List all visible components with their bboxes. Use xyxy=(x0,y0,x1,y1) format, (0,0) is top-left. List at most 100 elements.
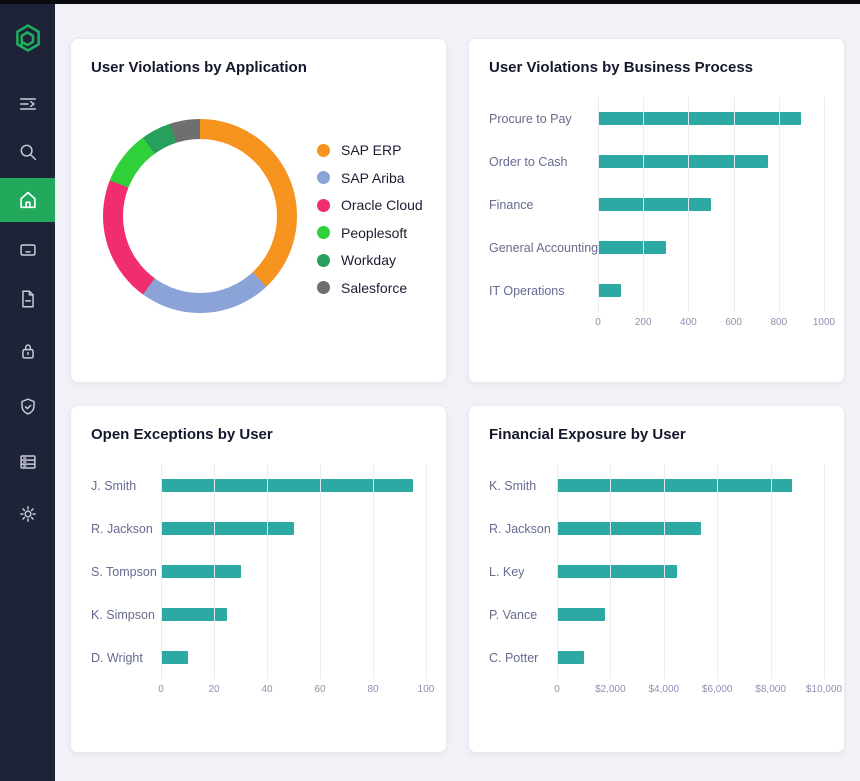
sidebar-item-devices[interactable] xyxy=(0,234,55,266)
bar-chart-open-exceptions: J. Smith R. Jackson S. Tompson K. Simpson D.… xyxy=(91,464,434,700)
bar[interactable] xyxy=(598,112,802,125)
axis-tick-label: 600 xyxy=(725,317,742,328)
bar[interactable] xyxy=(598,198,711,211)
axis-tick-label: 60 xyxy=(314,684,326,695)
legend-swatch xyxy=(317,143,330,157)
lock-icon xyxy=(21,344,34,359)
sidebar xyxy=(0,0,55,781)
legend-swatch xyxy=(317,198,330,212)
bar[interactable] xyxy=(557,565,678,578)
card-title: User Violations by Business Process xyxy=(489,59,754,76)
home-icon xyxy=(19,191,36,209)
category-labels: J. Smith R. Jackson S. Tompson K. Simpson D.… xyxy=(91,464,161,700)
axis-tick-label: 0 xyxy=(595,317,601,328)
legend-swatch xyxy=(317,253,330,267)
bar-chart-financial-exposure: K. Smith R. Jackson L. Key P. Vance C. Potte… xyxy=(489,464,842,700)
window-top-edge xyxy=(0,0,860,4)
donut-legend: SAP ERP SAP Ariba Oracle Cloud Peoplesoft Wo… xyxy=(317,142,423,307)
menu-icon xyxy=(19,98,36,110)
category-label: K. Smith xyxy=(489,478,537,493)
axis-tick-label: 200 xyxy=(634,317,652,328)
axis-tick-label: 80 xyxy=(367,684,379,695)
bar[interactable] xyxy=(161,522,294,535)
axis-tick-label: $2,000 xyxy=(595,684,626,695)
card-title: Financial Exposure by User xyxy=(489,426,686,443)
axis-tick-label: 100 xyxy=(417,684,435,695)
legend-swatch xyxy=(317,281,330,294)
category-label: Procure to Pay xyxy=(489,111,572,126)
shield-check-icon xyxy=(20,398,35,415)
bar[interactable] xyxy=(557,651,584,664)
pathlock-logo[interactable] xyxy=(0,14,55,62)
bar-chart-business-process: Procure to Pay Order to Cash Finance Genera… xyxy=(489,97,835,333)
category-label: Order to Cash xyxy=(489,154,568,169)
sidebar-item-lock[interactable] xyxy=(0,335,55,367)
axis-tick-label: 400 xyxy=(680,317,697,328)
bar[interactable] xyxy=(557,608,606,621)
plot-column: 0 200 400 600 800 1000 xyxy=(595,97,835,333)
gridline xyxy=(717,464,719,679)
legend-swatch xyxy=(317,226,330,239)
bar[interactable] xyxy=(598,284,621,297)
axis-tick-label: 800 xyxy=(770,317,788,328)
category-label: J. Smith xyxy=(91,478,137,493)
sidebar-item-document[interactable] xyxy=(0,283,55,315)
legend-label: Salesforce xyxy=(341,279,408,296)
bar[interactable] xyxy=(161,479,413,492)
settings-icon xyxy=(19,506,36,522)
legend-item[interactable]: Salesforce xyxy=(317,280,423,296)
category-label: Finance xyxy=(489,197,534,212)
gridline xyxy=(373,464,374,679)
category-label: P. Vance xyxy=(489,607,538,622)
axis-tick-label: $8,000 xyxy=(755,684,786,695)
legend-item[interactable]: SAP ERP xyxy=(317,142,423,158)
legend-item[interactable]: SAP Ariba xyxy=(317,170,423,186)
sidebar-item-settings[interactable] xyxy=(0,498,55,530)
sidebar-item-shield[interactable] xyxy=(0,391,55,423)
plot-area xyxy=(557,464,825,679)
sidebar-item-home[interactable] xyxy=(0,178,55,222)
gridline xyxy=(214,464,215,679)
sidebar-item-search[interactable] xyxy=(0,136,55,168)
x-axis: 0 200 400 600 800 1000 xyxy=(595,317,835,333)
legend-item[interactable]: Oracle Cloud xyxy=(317,197,423,213)
hexagon-logo-icon xyxy=(15,24,40,52)
bar[interactable] xyxy=(557,479,792,492)
legend-item[interactable]: Peoplesoft xyxy=(317,225,423,241)
bar[interactable] xyxy=(557,522,702,535)
gridline xyxy=(778,97,780,312)
gridline xyxy=(267,464,268,679)
legend-label: Oracle Cloud xyxy=(341,197,423,213)
category-label: K. Simpson xyxy=(91,607,155,622)
sidebar-item-server[interactable] xyxy=(0,446,55,478)
bar[interactable] xyxy=(161,608,228,621)
category-label: L. Key xyxy=(489,564,525,579)
category-label: S. Tompson xyxy=(91,564,157,579)
category-label: D. Wright xyxy=(91,650,143,665)
bar[interactable] xyxy=(161,565,241,578)
bar[interactable] xyxy=(161,651,188,664)
plot-area xyxy=(598,97,825,312)
plot-column: 0 20 40 60 80 100 xyxy=(158,464,434,700)
axis-tick-label: $10,000 xyxy=(805,684,843,695)
legend-item[interactable]: Workday xyxy=(317,252,423,268)
donut-chart[interactable] xyxy=(103,119,297,313)
category-label: C. Potter xyxy=(489,650,539,665)
gridline xyxy=(688,97,690,312)
dashboard-content: User Violations by Application SAP ERP SA… xyxy=(55,4,860,781)
card-user-violations-by-application: User Violations by Application SAP ERP SA… xyxy=(70,38,447,383)
bar[interactable] xyxy=(598,241,666,254)
legend-label: SAP Ariba xyxy=(341,169,405,186)
card-user-violations-by-business-process: User Violations by Business Process Proc… xyxy=(468,38,845,383)
card-title: User Violations by Application xyxy=(91,59,307,76)
bar[interactable] xyxy=(598,155,768,168)
gridline xyxy=(610,464,612,679)
gridline xyxy=(598,97,599,312)
axis-tick-label: 1000 xyxy=(812,317,836,328)
axis-tick-label: 0 xyxy=(158,684,164,695)
card-title: Open Exceptions by User xyxy=(91,426,273,443)
sidebar-item-menu[interactable] xyxy=(0,88,55,120)
axis-tick-label: $4,000 xyxy=(648,684,680,695)
search-icon xyxy=(20,144,36,161)
